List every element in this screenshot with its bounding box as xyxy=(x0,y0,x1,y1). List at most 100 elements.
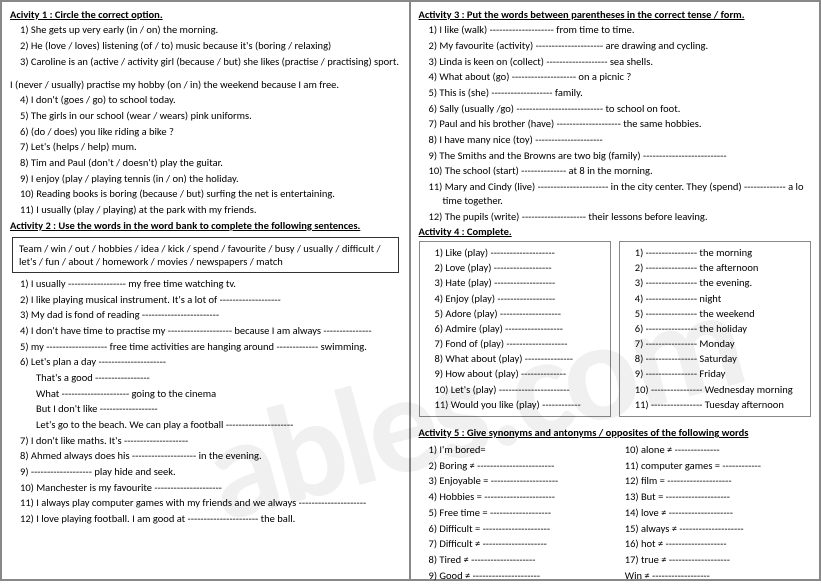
list-item: 6) Admire (play) ------------------ xyxy=(435,322,605,336)
list-item: 11) Mary and Cindy (live) --------------… xyxy=(429,180,812,208)
list-item: 3) Linda is keen on (collect) ----------… xyxy=(429,55,812,69)
activity1-title: Acivity 1 : Circle the correct option. xyxy=(10,8,401,22)
list-item: 6) Difficult = --------------------- xyxy=(429,522,615,536)
list-item: 1) She gets up very early (in / on) the … xyxy=(20,23,401,37)
list-item: 10) Let's (play) ---------------------- xyxy=(435,383,605,397)
list-item: 10) Manchester is my favourite ---------… xyxy=(20,481,401,495)
list-item: 6) (do / does) you like riding a bike ? xyxy=(20,125,401,139)
list-item: 3) My dad is fond of reading -----------… xyxy=(20,308,401,322)
right-column: Activity 3 : Put the words between paren… xyxy=(411,2,820,579)
list-item: 7) Paul and his brother (have) ---------… xyxy=(429,117,812,131)
list-item: 11) I always play computer games with my… xyxy=(20,496,401,510)
activity4-right-box: 1) ---------------- the morning 2) -----… xyxy=(619,241,811,417)
worksheet: Acivity 1 : Circle the correct option. 1… xyxy=(0,0,821,581)
list-item: 8) Tired ≠ -------------------- xyxy=(429,553,615,567)
list-item: 1) I'm bored= xyxy=(429,443,615,457)
list-item: 7) Fond of (play) ------------------- xyxy=(435,337,605,351)
list-item: 11) computer games = ------------ xyxy=(625,459,811,473)
list-item: 3) ---------------- the evening. xyxy=(635,276,805,290)
list-item: 8) I have many nice (toy) --------------… xyxy=(429,133,812,147)
list-item: 16) hot ≠ ------------------- xyxy=(625,537,811,551)
list-item: What --------------------- going to the … xyxy=(36,387,401,401)
list-item: 11) ---------------- Tuesday afternoon xyxy=(635,398,805,412)
list-item: 5) ---------------- the weekend xyxy=(635,307,805,321)
list-item: 7) I don't like maths. It's ------------… xyxy=(20,434,401,448)
list-item: 4) ---------------- night xyxy=(635,292,805,306)
list-item: 9) I enjoy (play / playing tennis (in / … xyxy=(20,172,401,186)
list-item: 5) This is (she) ------------------- fam… xyxy=(429,86,812,100)
list-item: 10) Reading books is boring (because / b… xyxy=(20,187,401,201)
list-item: 6) ---------------- the holiday xyxy=(635,322,805,336)
list-item: 8) What about (play) --------------- xyxy=(435,352,605,366)
activity2-list: 1) I usually ------------------ my free … xyxy=(10,277,401,370)
list-item: 4) Enjoy (play) ------------------ xyxy=(435,292,605,306)
list-item: 5) my ------------------- free time acti… xyxy=(20,340,401,354)
list-item: 7) ---------------- Monday xyxy=(635,337,805,351)
list-item: 4) Hobbies = ---------------------- xyxy=(429,490,615,504)
activity1-list2: 4) I don't (goes / go) to school today. … xyxy=(10,93,401,217)
list-item: 1) I usually ------------------ my free … xyxy=(20,277,401,291)
list-item: 6) Sally (usually /go) -----------------… xyxy=(429,102,812,116)
list-item: 1) I like (walk) -------------------- fr… xyxy=(429,23,812,37)
list-item: 14) love ≠ -------------------- xyxy=(625,506,811,520)
list-item: But I don't like ------------------ xyxy=(36,402,401,416)
activity4-title: Activity 4 : Complete. xyxy=(419,225,812,239)
spacer xyxy=(419,418,812,424)
list-item: 2) Love (play) ------------------ xyxy=(435,261,605,275)
activity2-title: Activity 2 : Use the words in the word b… xyxy=(10,219,401,233)
list-item: 5) Adore (play) ------------------- xyxy=(435,307,605,321)
spacer xyxy=(10,70,401,76)
list-item: 10) ---------------- Wednesday morning xyxy=(635,383,805,397)
list-item: 8) Tim and Paul (don't / doesn't) play t… xyxy=(20,156,401,170)
list-item: 15) always ≠ -------------------- xyxy=(625,522,811,536)
activity2-list3: 7) I don't like maths. It's ------------… xyxy=(10,434,401,527)
activity1-list: 1) She gets up very early (in / on) the … xyxy=(10,23,401,69)
list-item: 2) Boring ≠ ------------------------ xyxy=(429,459,615,473)
activity1-gap: I (never / usually) practise my hobby (o… xyxy=(10,78,401,92)
list-item: 7) Let's (helps / help) mum. xyxy=(20,140,401,154)
list-item: 2) I like playing musical instrument. It… xyxy=(20,293,401,307)
list-item: 4) What about (go) -------------------- … xyxy=(429,70,812,84)
list-item: 3) Caroline is an (active / activity gir… xyxy=(20,55,401,69)
list-item: 11) I usually (play / playing) at the pa… xyxy=(20,203,401,217)
list-item: 12) The pupils (write) -----------------… xyxy=(429,210,812,224)
list-item: 9) ------------------- play hide and see… xyxy=(20,465,401,479)
list-item: 3) Hate (play) ------------------- xyxy=(435,276,605,290)
list-item: 17) true ≠ ------------------- xyxy=(625,553,811,567)
left-column: Acivity 1 : Circle the correct option. 1… xyxy=(2,2,411,579)
list-item: 1) Like (play) -------------------- xyxy=(435,246,605,260)
list-item: 9) ---------------- Friday xyxy=(635,367,805,381)
list-item: 2) ---------------- the afternoon xyxy=(635,261,805,275)
activity4-boxes: 1) Like (play) -------------------- 2) L… xyxy=(419,241,812,417)
list-item: 4) I don't (goes / go) to school today. xyxy=(20,93,401,107)
activity3-list: 1) I like (walk) -------------------- fr… xyxy=(419,23,812,224)
list-item: 6) Let's plan a day --------------------… xyxy=(20,355,401,369)
list-item: 11) Would you like (play) ------------ xyxy=(435,398,605,412)
list-item: 7) Difficult ≠ -------------------- xyxy=(429,537,615,551)
list-item: 10) The school (start) -------------- at… xyxy=(429,164,812,178)
activity5-title: Activity 5 : Give synonyms and antonyms … xyxy=(419,426,812,440)
list-item: 13) But = -------------------- xyxy=(625,490,811,504)
activity5-left: 1) I'm bored= 2) Boring ≠ --------------… xyxy=(419,442,615,584)
list-item: 2) He (love / loves) listening (of / to)… xyxy=(20,39,401,53)
activity2-sub: That's a good ----------------- What ---… xyxy=(10,371,401,432)
list-item: 5) Free time = ------------------- xyxy=(429,506,615,520)
activity4-left-box: 1) Like (play) -------------------- 2) L… xyxy=(419,241,611,417)
list-item: 8) Ahmed always does his ---------------… xyxy=(20,449,401,463)
list-item: 1) ---------------- the morning xyxy=(635,246,805,260)
activity5-right: 10) alone ≠ -------------- 11) computer … xyxy=(615,442,811,584)
list-item: That's a good ----------------- xyxy=(36,371,401,385)
list-item: 9) How about (play) -------------- xyxy=(435,367,605,381)
list-item: 12) film = -------------------- xyxy=(625,474,811,488)
list-item: 9) The Smiths and the Browns are two big… xyxy=(429,149,812,163)
list-item: 3) Enjoyable = --------------------- xyxy=(429,474,615,488)
list-item: 12) I love playing football. I am good a… xyxy=(20,512,401,526)
list-item: 2) My favourite (activity) -------------… xyxy=(429,39,812,53)
list-item: 8) ---------------- Saturday xyxy=(635,352,805,366)
list-item: 10) alone ≠ -------------- xyxy=(625,443,811,457)
list-item: 4) I don't have time to practise my ----… xyxy=(20,324,401,338)
list-item: Let's go to the beach. We can play a foo… xyxy=(36,418,401,432)
activity5-columns: 1) I'm bored= 2) Boring ≠ --------------… xyxy=(419,442,812,584)
word-bank: Team / win / out / hobbies / idea / kick… xyxy=(12,237,399,273)
activity3-title: Activity 3 : Put the words between paren… xyxy=(419,8,812,22)
